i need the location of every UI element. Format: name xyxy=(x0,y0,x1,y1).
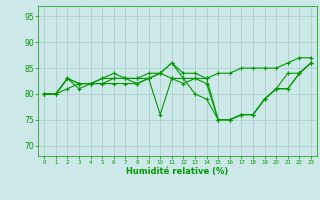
X-axis label: Humidité relative (%): Humidité relative (%) xyxy=(126,167,229,176)
